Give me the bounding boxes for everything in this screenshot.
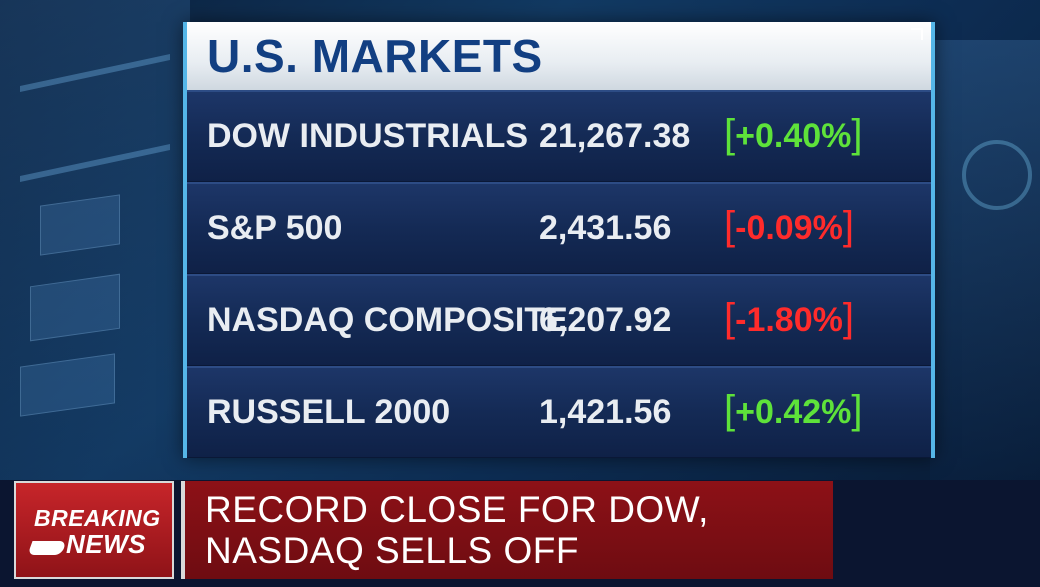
background-ring	[962, 140, 1032, 210]
bracket-close-icon: ]	[851, 388, 863, 432]
market-row: DOW INDUSTRIALS 21,267.38 [+0.40%]	[187, 90, 931, 182]
index-name: DOW INDUSTRIALS	[207, 117, 529, 155]
index-change: [+0.42%]	[724, 388, 863, 433]
index-change-value: -0.09%	[735, 209, 843, 247]
bracket-close-icon: ]	[842, 204, 854, 248]
headline-box: RECORD CLOSE FOR DOW, NASDAQ SELLS OFF	[181, 481, 833, 579]
headline-line-2: NASDAQ SELLS OFF	[205, 530, 579, 571]
breaking-label: BREAKING	[34, 505, 161, 531]
index-name: NASDAQ COMPOSITE	[207, 301, 568, 339]
index-change: [-1.80%]	[724, 296, 854, 341]
index-name: RUSSELL 2000	[207, 393, 451, 431]
breaking-news-badge: BREAKING NEWS	[14, 481, 174, 579]
index-change: [+0.40%]	[724, 112, 863, 157]
headline-line-1: RECORD CLOSE FOR DOW,	[205, 489, 709, 530]
market-rows: DOW INDUSTRIALS 21,267.38 [+0.40%] S&P 5…	[187, 90, 931, 458]
index-name: S&P 500	[207, 209, 343, 247]
news-label: NEWS	[66, 529, 146, 559]
board-title: U.S. MARKETS	[207, 30, 543, 82]
index-value: 21,267.38	[539, 117, 691, 155]
studio-background-right	[930, 40, 1040, 480]
corner-mark-icon	[911, 28, 923, 40]
market-row: S&P 500 2,431.56 [-0.09%]	[187, 182, 931, 274]
index-value: 1,421.56	[539, 393, 672, 431]
swoosh-icon	[27, 541, 67, 555]
studio-background-left	[0, 0, 190, 480]
index-value: 2,431.56	[539, 209, 672, 247]
bracket-close-icon: ]	[851, 112, 863, 156]
markets-board: U.S. MARKETS DOW INDUSTRIALS 21,267.38 […	[183, 22, 935, 458]
index-change-value: +0.42%	[735, 393, 852, 431]
bracket-open-icon: [	[724, 204, 736, 248]
bracket-open-icon: [	[724, 296, 736, 340]
bracket-open-icon: [	[724, 112, 736, 156]
index-change: [-0.09%]	[724, 204, 854, 249]
board-header: U.S. MARKETS	[187, 22, 931, 90]
market-row: NASDAQ COMPOSITE 6,207.92 [-1.80%]	[187, 274, 931, 366]
index-change-value: +0.40%	[735, 117, 852, 155]
bracket-open-icon: [	[724, 388, 736, 432]
bracket-close-icon: ]	[842, 296, 854, 340]
index-change-value: -1.80%	[735, 301, 843, 339]
index-value: 6,207.92	[539, 301, 672, 339]
market-row: RUSSELL 2000 1,421.56 [+0.42%]	[187, 366, 931, 458]
